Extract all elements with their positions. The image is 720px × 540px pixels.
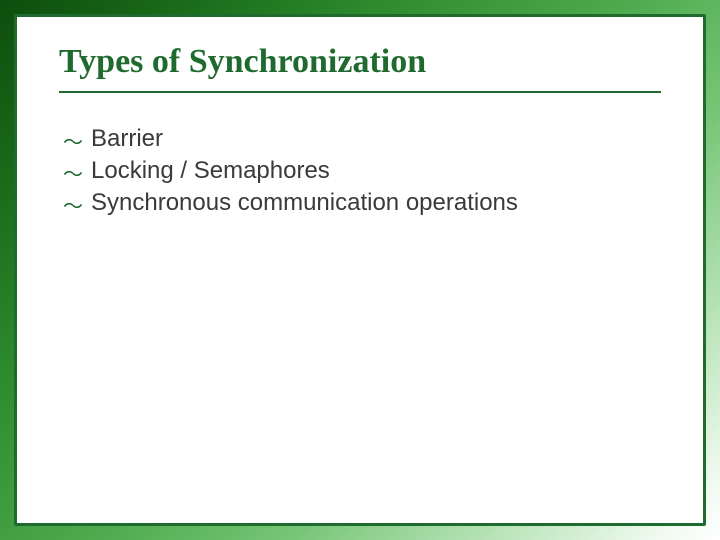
wave-bullet-icon: 〜	[63, 165, 91, 185]
list-item: 〜 Barrier	[63, 125, 661, 153]
list-item: 〜 Locking / Semaphores	[63, 157, 661, 185]
title-underline	[59, 91, 661, 93]
list-item: 〜 Synchronous communication operations	[63, 189, 661, 217]
slide-background: Types of Synchronization 〜 Barrier 〜 Loc…	[0, 0, 720, 540]
wave-bullet-icon: 〜	[63, 133, 91, 153]
bullet-list: 〜 Barrier 〜 Locking / Semaphores 〜 Synch…	[59, 125, 661, 217]
content-panel: Types of Synchronization 〜 Barrier 〜 Loc…	[14, 14, 706, 526]
bullet-text: Barrier	[91, 125, 163, 153]
bullet-text: Synchronous communication operations	[91, 189, 518, 217]
slide-title: Types of Synchronization	[59, 43, 661, 81]
wave-bullet-icon: 〜	[63, 197, 91, 217]
bullet-text: Locking / Semaphores	[91, 157, 330, 185]
